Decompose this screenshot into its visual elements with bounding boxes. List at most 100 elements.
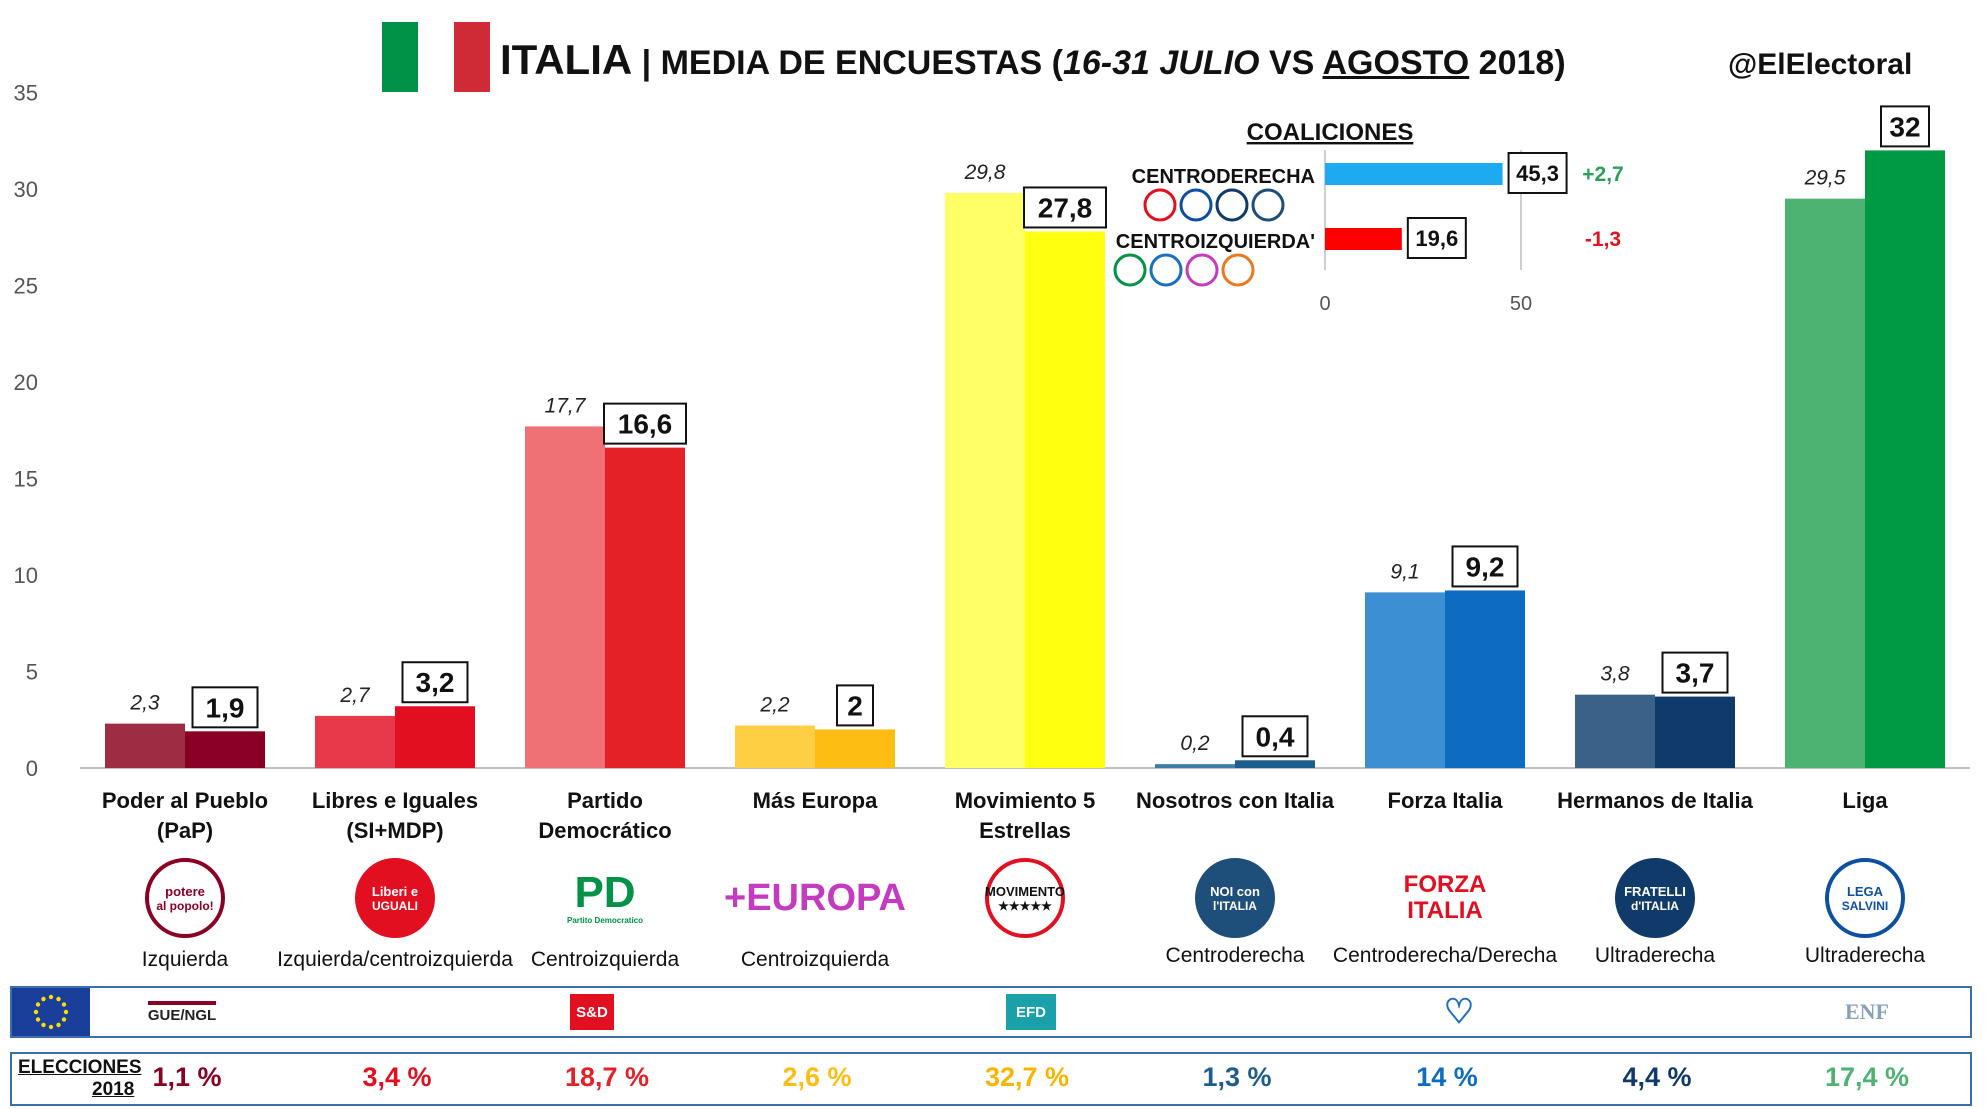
party-logo-line2: Partito Democratico — [566, 916, 644, 925]
party-logo-line2: UGUALI — [372, 898, 418, 913]
data-label-july: 29,8 — [964, 161, 1006, 184]
data-label-july: 9,1 — [1390, 560, 1419, 583]
bar-august — [1235, 760, 1315, 768]
elections-label-line1: ELECCIONES — [18, 1057, 142, 1078]
coalition-party-logo-icon — [1221, 253, 1255, 287]
coalition-bar — [1325, 228, 1402, 250]
coalition-change: -1,3 — [1585, 228, 1621, 251]
bar-july — [735, 725, 815, 768]
data-label-july: 17,7 — [545, 394, 587, 417]
y-tick-label: 15 — [14, 467, 38, 492]
election-result: 1,3 % — [1202, 1062, 1272, 1092]
ideology-label: Ultraderecha — [1804, 944, 1926, 967]
bar-july — [1365, 592, 1445, 768]
eu-star-icon — [56, 1022, 61, 1028]
party-logo-line2: SALVINI — [1841, 898, 1889, 913]
flag-green — [382, 22, 418, 92]
data-label-july: 0,2 — [1180, 732, 1210, 755]
title-year: 2018) — [1469, 44, 1566, 82]
data-label-box-august — [1241, 715, 1309, 758]
eu-group-label: ENF — [1845, 999, 1889, 1024]
x-tick-label: Libres e Iguales — [312, 788, 478, 813]
data-label-august: 9,2 — [1466, 551, 1505, 582]
data-label-august: 1,9 — [206, 692, 245, 723]
coalition-label-box — [1406, 217, 1467, 259]
coalition-party-logo-icon — [1143, 188, 1177, 222]
party-logo-line2: d'ITALIA — [1631, 898, 1679, 913]
party-logo-line1: potere — [165, 883, 205, 899]
x-tick-label-line2: (PaP) — [157, 818, 213, 843]
data-label-box-august — [1023, 186, 1107, 229]
party-logo-icon: MOVIMENTO ★★★★★ — [985, 858, 1065, 938]
party-logo-icon: +EUROPA — [715, 858, 915, 938]
bar-august — [395, 706, 475, 768]
x-tick-label-line2: Democrático — [538, 818, 671, 843]
data-label-july: 3,8 — [1600, 663, 1630, 686]
eu-group-label: GUE/NGL — [147, 1000, 217, 1024]
election-result: 3,4 % — [362, 1062, 432, 1092]
election-result: 2,6 % — [782, 1062, 852, 1092]
ideology-label: Centroizquierda — [530, 948, 680, 971]
data-label-july: 29,5 — [1804, 167, 1846, 190]
x-tick-label: Hermanos de Italia — [1557, 788, 1753, 813]
party-logo-line1: FORZA — [1403, 871, 1487, 898]
party-logo-line1: LEGA — [1846, 883, 1884, 899]
bar-july — [315, 715, 395, 768]
coalition-party-logo-icon — [1185, 253, 1219, 287]
data-label-august: 27,8 — [1038, 192, 1093, 223]
bar-july — [525, 426, 605, 768]
eu-group-efd: EFD — [1006, 994, 1056, 1030]
eu-stars-icon — [33, 994, 69, 1030]
y-tick-label: 35 — [14, 81, 38, 106]
eu-star-icon — [35, 1002, 41, 1007]
ideology-label: Izquierda/centroizquierda — [277, 948, 513, 971]
party-logo-line2: ★★★★★ — [998, 898, 1052, 913]
election-result: 4,4 % — [1622, 1062, 1692, 1092]
eu-star-icon — [63, 1009, 69, 1015]
party-logo-icon: potere al popolo! — [145, 858, 225, 938]
coalition-change: +2,7 — [1582, 163, 1623, 186]
election-result: 32,7 % — [984, 1062, 1070, 1092]
eu-groups-band: GUE/NGL S&D EFD ♡ ENF — [10, 986, 1972, 1038]
ideology-label: Izquierda — [141, 948, 229, 971]
bar-august — [815, 729, 895, 768]
eu-star-icon — [61, 1017, 67, 1022]
data-label-august: 2 — [847, 690, 863, 721]
coalition-party-logo-icon — [1113, 253, 1147, 287]
party-logo-line1: MOVIMENTO — [985, 883, 1065, 899]
elections-band: ELECCIONES 2018 1,1 % 3,4 % 18,7 % 2,6 % 32,… — [10, 1052, 1972, 1106]
election-result: 14 % — [1416, 1062, 1478, 1092]
eu-star-icon — [56, 996, 61, 1002]
bar-august — [1655, 696, 1735, 768]
party-logo-line1: +EUROPA — [724, 877, 906, 919]
party-logo-line1: NOI con — [1210, 883, 1260, 899]
party-logo-line1: PD — [574, 868, 636, 917]
data-label-box-august — [401, 661, 469, 704]
coalition-party-logo-icon — [1215, 188, 1249, 222]
data-label-box-august — [1451, 545, 1519, 588]
x-tick-label-line2: Estrellas — [979, 818, 1071, 843]
election-result: 1,1 % — [152, 1062, 222, 1092]
eu-group-label: ♡ — [1443, 993, 1475, 1031]
bar-july — [1785, 198, 1865, 768]
data-label-box-august — [1880, 105, 1930, 148]
coalition-party-logo-icon — [1251, 188, 1285, 222]
data-label-august: 16,6 — [618, 409, 673, 440]
party-logo-icon: Liberi e UGUALI — [355, 858, 435, 938]
coalition-label-box — [1507, 152, 1568, 194]
eu-group-enf: ENF — [1832, 994, 1902, 1030]
eu-group-sd: S&D — [570, 994, 614, 1030]
eu-star-icon — [48, 994, 54, 1000]
coalitions-x-tick: 0 — [1319, 293, 1330, 315]
party-logo-line2: al popolo! — [156, 898, 214, 913]
x-tick-label: Nosotros con Italia — [1136, 788, 1335, 813]
bar-july — [105, 723, 185, 768]
eu-group-label: S&D — [576, 1003, 608, 1021]
eu-star-icon — [41, 1022, 46, 1028]
party-logo-icon: PD Partito Democratico — [565, 858, 645, 938]
party-logo-icon: LEGA SALVINI — [1825, 858, 1905, 938]
eu-group-label: EFD — [1016, 1003, 1046, 1021]
coalition-party-logo-icon — [1149, 253, 1183, 287]
data-label-july: 2,7 — [339, 684, 371, 707]
